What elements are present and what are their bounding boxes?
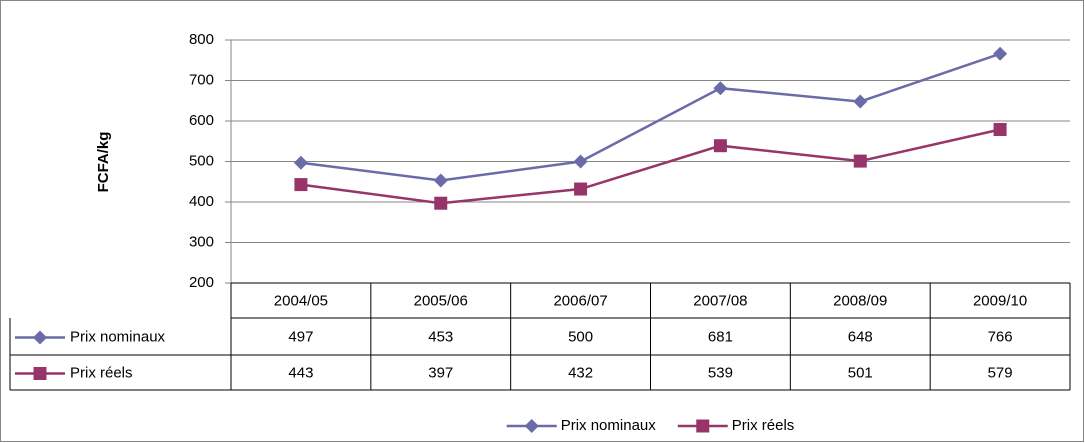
series-line (300, 128, 1001, 205)
y-tick-label: 700 (189, 71, 214, 88)
legend-marker (696, 419, 710, 433)
legend-marker (524, 419, 539, 433)
y-axis-label: FCFA/kg (95, 132, 112, 193)
legend-label: Prix nominaux (561, 417, 657, 434)
y-tick-label: 800 (189, 31, 214, 48)
legend-label: Prix réels (732, 417, 795, 434)
table-cell: 501 (848, 364, 873, 381)
marker (574, 182, 588, 196)
table-cell: 766 (988, 328, 1013, 345)
marker (434, 196, 448, 210)
marker (713, 81, 728, 96)
marker (573, 154, 588, 169)
x-tick-label: 2005/06 (414, 292, 468, 309)
table-cell: 453 (428, 328, 453, 345)
marker (993, 46, 1008, 61)
x-tick-label: 2008/09 (833, 292, 887, 309)
table-cell: 497 (288, 328, 313, 345)
y-tick-label: 300 (189, 233, 214, 250)
legend-marker (33, 367, 47, 380)
table-cell: 443 (288, 364, 313, 381)
marker (713, 139, 727, 153)
marker (853, 154, 867, 168)
table-row-label: Prix nominaux (70, 328, 166, 345)
marker (433, 173, 448, 188)
legend-marker (33, 330, 47, 345)
x-tick-label: 2004/05 (274, 292, 328, 309)
marker (294, 178, 308, 192)
y-tick-label: 600 (189, 112, 214, 129)
y-tick-label: 500 (189, 152, 214, 169)
table-cell: 648 (848, 328, 873, 345)
x-tick-label: 2006/07 (553, 292, 607, 309)
table-cell: 432 (568, 364, 593, 381)
x-tick-label: 2009/10 (973, 292, 1027, 309)
x-tick-label: 2007/08 (693, 292, 747, 309)
legend: Prix nominaux Prix réels (506, 417, 795, 434)
table-cell: 539 (708, 364, 733, 381)
marker (993, 123, 1007, 137)
table-cell: 579 (988, 364, 1013, 381)
table-cell: 681 (708, 328, 733, 345)
marker (853, 94, 868, 109)
table-cell: 397 (428, 364, 453, 381)
table-row-label: Prix réels (70, 364, 133, 381)
y-tick-label: 400 (189, 193, 214, 210)
series-line (300, 52, 1001, 182)
y-tick-label: 200 (189, 274, 214, 291)
table-cell: 500 (568, 328, 593, 345)
marker (293, 155, 308, 170)
